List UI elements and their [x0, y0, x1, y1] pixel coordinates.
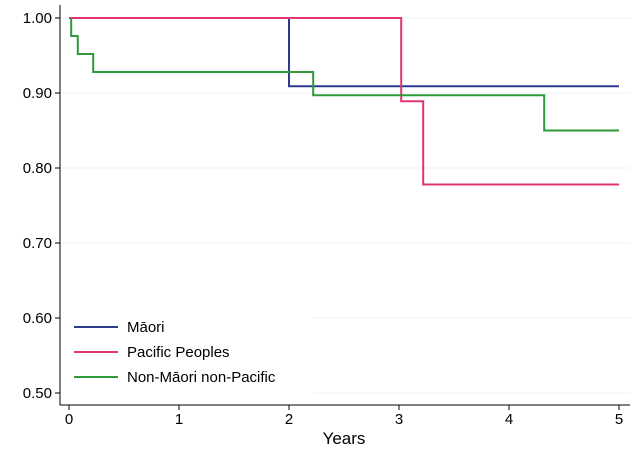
legend-label-2: Non-Māori non-Pacific	[127, 369, 276, 386]
legend-label-1: Pacific Peoples	[127, 344, 230, 361]
x-tick-label-2: 2	[285, 411, 293, 428]
legend: Māori Pacific Peoples Non-Māori non-Pacifi…	[63, 313, 313, 401]
x-tick-label-1: 1	[175, 411, 183, 428]
series-line-2	[70, 18, 619, 132]
y-tick-label-3: 0.80	[23, 160, 52, 177]
y-tick-label-1: 0.60	[23, 310, 52, 327]
x-axis-title: Years	[323, 429, 366, 448]
x-tick-label-0: 0	[65, 411, 73, 428]
axes: 0.50 0.60 0.70 0.80 0.90 1.00 0 1 2 3 4 5	[23, 5, 630, 428]
y-tick-label-5: 1.00	[23, 10, 52, 27]
y-tick-label-4: 0.90	[23, 85, 52, 102]
series-line-1	[69, 17, 619, 186]
x-tick-label-4: 4	[505, 411, 513, 428]
series-line-0	[69, 17, 619, 88]
y-tick-label-0: 0.50	[23, 385, 52, 402]
x-tick-label-5: 5	[615, 411, 623, 428]
y-tick-label-2: 0.70	[23, 235, 52, 252]
legend-label-0: Māori	[127, 319, 165, 336]
x-tick-label-3: 3	[395, 411, 403, 428]
series-lines	[69, 17, 619, 186]
